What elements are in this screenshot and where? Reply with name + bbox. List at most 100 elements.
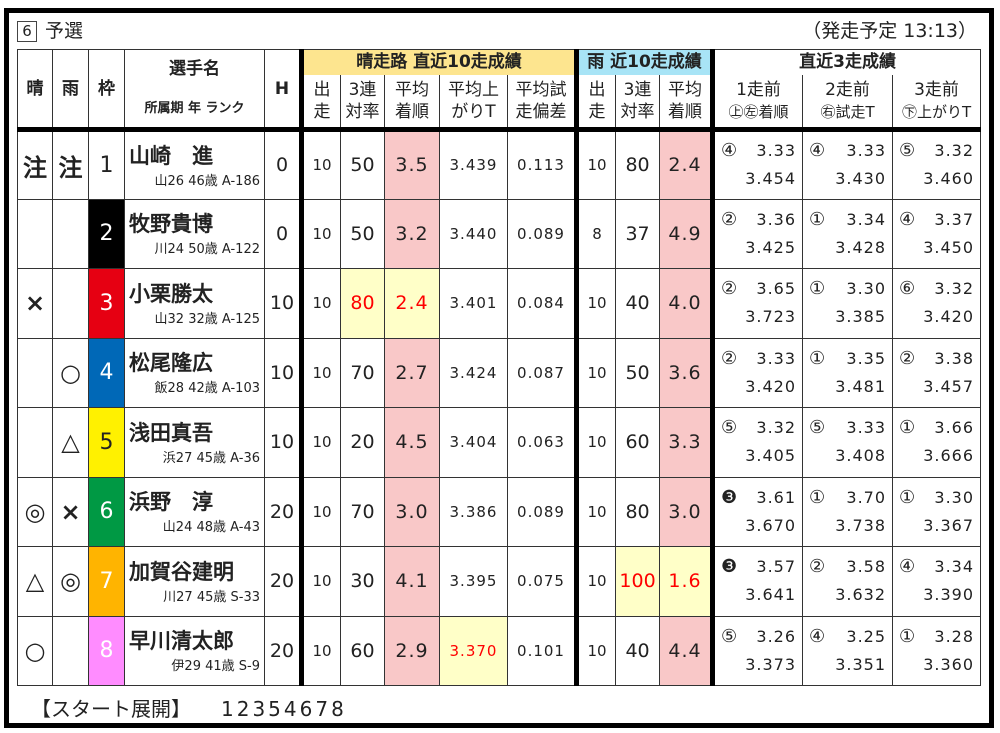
trial-time: 3.25	[846, 626, 887, 646]
player-cell[interactable]: 山崎 進山26 46歳 A-186	[124, 129, 265, 200]
recent-race-1: ⑤ 3.26 3.373	[710, 615, 804, 686]
last-lap-time: 3.454	[745, 169, 797, 189]
recent-race-2: ① 3.70 3.738	[802, 476, 894, 547]
sun-avg-last-lap: 3.424	[439, 337, 508, 408]
header-line: ㊤㊧着順	[728, 102, 789, 121]
player-name[interactable]: 松尾隆広	[129, 351, 213, 376]
header-line: 対率	[345, 101, 380, 122]
rain-prediction-mark	[52, 268, 89, 339]
last-lap-time: 3.428	[835, 237, 887, 257]
rain-prediction-mark: ○	[52, 337, 89, 408]
finish-position: ⑤	[809, 417, 827, 439]
recent-race-3: ① 3.30 3.367	[892, 476, 982, 547]
player-cell[interactable]: 早川清太郎伊29 41歳 S-9	[124, 615, 265, 686]
header-line: 平均	[668, 79, 703, 100]
player-info: 伊29 41歳 S-9	[171, 659, 260, 675]
header-frame: 枠	[88, 49, 125, 130]
recent-race-1: ④ 3.33 3.454	[710, 129, 804, 200]
finish-position: ②	[721, 278, 739, 300]
last-lap-time: 3.632	[835, 585, 887, 605]
sun-prediction-mark: ◎	[17, 476, 53, 547]
player-name[interactable]: 牧野貴博	[129, 212, 213, 237]
sun-avg-last-lap: 3.404	[439, 407, 508, 478]
recent-race-2: ⑤ 3.33 3.408	[802, 407, 894, 478]
finish-position: ②	[899, 347, 917, 369]
player-name[interactable]: 早川清太郎	[129, 629, 234, 654]
rain-avg-finish: 4.9	[659, 198, 714, 269]
player-name[interactable]: 浜野 淳	[129, 490, 213, 515]
frame-number: 5	[88, 407, 125, 478]
player-cell[interactable]: 浜野 淳山24 48歳 A-43	[124, 476, 265, 547]
recent-race-3: ① 3.66 3.666	[892, 407, 982, 478]
player-row[interactable]: ○ 8 早川清太郎 伊29 41歳 S-9 20 10 60 2.9 3.370 0.101 10 4…	[17, 615, 982, 686]
sun-avg-last-lap: 3.440	[439, 198, 508, 269]
handicap: 10	[264, 268, 302, 339]
finish-position: ①	[899, 486, 917, 508]
player-name[interactable]: 浅田真吾	[129, 420, 213, 445]
sun-avg-finish: 3.2	[384, 198, 440, 269]
finish-position: ④	[899, 208, 917, 230]
player-row[interactable]: △ ◎ 7 加賀谷建明 川27 45歳 S-33 20 10 30 4.1 3.395 0.075 1…	[17, 546, 982, 617]
sun-avg-finish: 2.7	[384, 337, 440, 408]
player-row[interactable]: △ 5 浅田真吾 浜27 45歳 A-36 10 10 20 4.5 3.404 0.063 10 6…	[17, 407, 982, 478]
trial-time: 3.33	[846, 418, 887, 438]
last-lap-time: 3.408	[835, 446, 887, 466]
player-row[interactable]: ○ 4 松尾隆広 飯28 42歳 A-103 10 10 70 2.7 3.424 0.087 10…	[17, 337, 982, 408]
rain-avg-finish: 4.0	[659, 268, 714, 339]
header-line: ㊨試走T	[820, 102, 875, 121]
header-avg-last: 平均上 がりT	[439, 74, 508, 130]
race-number: 6	[17, 21, 37, 42]
title-bar: 6 予選 （発走予定 13:13）	[17, 15, 977, 47]
sun-top3-rate: 80	[340, 268, 385, 339]
header-line: 出	[588, 79, 606, 100]
recent-race-3: ⑥ 3.32 3.420	[892, 268, 982, 339]
rain-top3-rate: 37	[615, 198, 661, 269]
sun-prediction-mark: ○	[17, 615, 53, 686]
sun-avg-last-lap: 3.370	[439, 615, 508, 686]
finish-position: ①	[809, 486, 827, 508]
player-cell[interactable]: 加賀谷建明 川27 45歳 S-33	[124, 546, 265, 617]
sun-avg-finish: 2.9	[384, 615, 440, 686]
recent-race-3: ① 3.28 3.360	[892, 615, 982, 686]
sun-starts: 10	[299, 407, 341, 478]
player-cell[interactable]: 浅田真吾 浜27 45歳 A-36	[124, 407, 265, 478]
last-lap-time: 3.373	[745, 654, 797, 674]
recent-race-1: ❸ 3.61 3.670	[710, 476, 804, 547]
player-row[interactable]: 2 牧野貴博 川24 50歳 A-122 0 10 50 3.2 3.440 0.089 8 37 4…	[17, 198, 982, 269]
finish-position: ②	[809, 556, 827, 578]
header-line: 3連	[348, 79, 377, 100]
last-lap-time: 3.670	[745, 515, 797, 535]
player-row[interactable]: ◎ × 6 浜野 淳山24 48歳 A-43 20 10 70 3.0 3.386 0.089 10…	[17, 476, 982, 547]
header-line: 平均上	[448, 79, 499, 100]
player-row[interactable]: × 3 小栗勝太 山32 32歳 A-125 10 10 80 2.4 3.401 0.084 10…	[17, 268, 982, 339]
player-name[interactable]: 加賀谷建明	[129, 559, 234, 584]
sun-avg-finish: 3.5	[384, 129, 440, 200]
player-cell[interactable]: 牧野貴博 川24 50歳 A-122	[124, 198, 265, 269]
player-name[interactable]: 山崎 進	[129, 143, 213, 168]
sun-avg-trial-dev: 0.075	[506, 546, 578, 617]
sun-avg-finish: 2.4	[384, 268, 440, 339]
finish-position: ⑤	[721, 625, 739, 647]
finish-position: ①	[809, 347, 827, 369]
recent-race-2: ② 3.58 3.632	[802, 546, 894, 617]
header-player-sub: 所属期 年 ランク	[144, 100, 245, 116]
sun-avg-finish: 4.5	[384, 407, 440, 478]
header-starts: 出走	[299, 74, 341, 130]
sun-prediction-mark	[17, 337, 53, 408]
player-name[interactable]: 小栗勝太	[129, 281, 213, 306]
player-row[interactable]: 注注 1 山崎 進山26 46歳 A-186 0 10 50 3.5 3.439 0.113 10…	[17, 129, 982, 200]
trial-time: 3.33	[846, 141, 887, 161]
header-rain-group: 雨 近10走成績	[574, 49, 714, 75]
rain-avg-finish: 4.4	[659, 615, 714, 686]
handicap: 20	[264, 546, 302, 617]
header-recent-group: 直近3走成績	[710, 49, 982, 75]
start-time: （発走予定 13:13）	[802, 20, 977, 42]
last-lap-time: 3.367	[923, 515, 975, 535]
header-line: 対率	[620, 101, 655, 122]
sun-avg-last-lap: 3.439	[439, 129, 508, 200]
header-line: 走偏差	[515, 101, 567, 122]
last-lap-time: 3.385	[835, 307, 887, 327]
player-info: 飯28 42歳 A-103	[154, 381, 260, 397]
player-cell[interactable]: 小栗勝太 山32 32歳 A-125	[124, 268, 265, 339]
player-cell[interactable]: 松尾隆広飯28 42歳 A-103	[124, 337, 265, 408]
